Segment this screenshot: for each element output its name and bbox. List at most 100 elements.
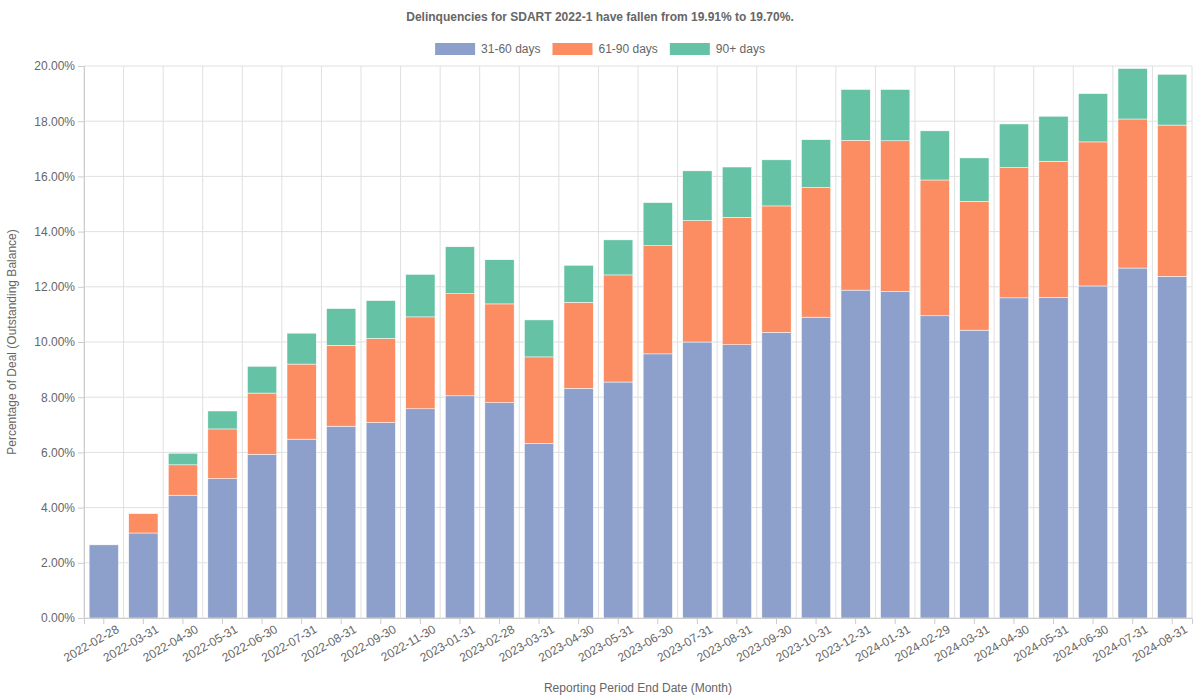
- bar-segment: [683, 221, 712, 342]
- y-tick-label: 6.00%: [41, 446, 75, 460]
- bar-segment: [1158, 74, 1187, 125]
- bar-segment: [208, 429, 237, 479]
- grid-line-vertical: [558, 66, 559, 618]
- bar-segment: [287, 439, 316, 618]
- grid-line-vertical: [915, 66, 916, 618]
- bar-segment: [920, 316, 949, 618]
- legend-label: 90+ days: [716, 42, 765, 56]
- bar-segment: [445, 247, 474, 294]
- x-tick: 2024-08-31: [1130, 618, 1190, 665]
- y-tick-label: 18.00%: [34, 115, 75, 129]
- grid-line-vertical: [954, 66, 955, 618]
- grid-line-vertical: [994, 66, 995, 618]
- y-tick-label: 10.00%: [34, 335, 75, 349]
- bar-segment: [841, 140, 870, 290]
- bar-segment: [722, 345, 751, 618]
- x-tick-mark: [1132, 618, 1133, 624]
- grid-line-vertical: [1112, 66, 1113, 618]
- y-tick: 6.00%: [41, 446, 84, 460]
- y-tick: 18.00%: [34, 115, 84, 129]
- bar-segment: [1039, 297, 1068, 618]
- x-tick-mark: [776, 618, 777, 624]
- legend-item: 90+ days: [670, 42, 765, 56]
- grid-line-vertical: [281, 66, 282, 618]
- bar-segment: [247, 366, 276, 393]
- bar-segment: [801, 140, 830, 188]
- bar-segment: [881, 291, 910, 618]
- bar-segment: [762, 332, 791, 618]
- bar-segment: [524, 320, 553, 357]
- x-tick-mark: [1172, 618, 1173, 624]
- y-tick-mark: [78, 342, 84, 343]
- x-tick-mark: [657, 618, 658, 624]
- bar-segment: [801, 187, 830, 317]
- bar-segment: [920, 180, 949, 316]
- y-axis-title: Percentage of Deal (Outstanding Balance): [5, 229, 19, 454]
- legend-label: 31-60 days: [481, 42, 540, 56]
- x-tick-mark: [855, 618, 856, 624]
- bar-segment: [960, 158, 989, 201]
- bar-segment: [762, 160, 791, 206]
- y-tick: 10.00%: [34, 335, 84, 349]
- bar-segment: [999, 168, 1028, 298]
- x-tick-mark: [341, 618, 342, 624]
- title: Delinquencies for SDART 2022-1 have fall…: [406, 10, 793, 24]
- x-tick-mark: [499, 618, 500, 624]
- bar-segment: [604, 382, 633, 618]
- y-tick: 8.00%: [41, 391, 84, 405]
- bar-segment: [1118, 68, 1147, 119]
- x-tick-mark: [262, 618, 263, 624]
- bar-segment: [604, 240, 633, 275]
- grid-line-vertical: [1192, 66, 1193, 618]
- y-tick-label: 16.00%: [34, 170, 75, 184]
- y-tick-mark: [78, 563, 84, 564]
- bar-segment: [366, 338, 395, 422]
- y-tick-mark: [78, 176, 84, 177]
- x-tick-mark: [736, 618, 737, 624]
- grid-line-vertical: [875, 66, 876, 618]
- bar-segment: [564, 265, 593, 302]
- bar-segment: [129, 533, 158, 618]
- bar-segment: [960, 201, 989, 330]
- legend-swatch: [670, 43, 710, 55]
- bar-segment: [1039, 116, 1068, 161]
- bar-segment: [881, 141, 910, 292]
- grid-line-vertical: [479, 66, 480, 618]
- y-tick-mark: [78, 618, 84, 619]
- grid-line-vertical: [598, 66, 599, 618]
- x-tick-mark: [618, 618, 619, 624]
- bar-segment: [564, 388, 593, 618]
- series-bars: [168, 68, 1187, 464]
- chart: 0.00%2.00%4.00%6.00%8.00%10.00%12.00%14.…: [0, 0, 1200, 700]
- bar-segment: [881, 89, 910, 140]
- grid-line-vertical: [400, 66, 401, 618]
- bar-segment: [168, 465, 197, 495]
- x-tick-mark: [1053, 618, 1054, 624]
- bar-segment: [1158, 125, 1187, 276]
- bar-segment: [960, 330, 989, 618]
- bar-segment: [762, 206, 791, 332]
- y-tick-mark: [78, 397, 84, 398]
- bar-segment: [999, 124, 1028, 168]
- bar-segment: [445, 294, 474, 396]
- bars: [89, 68, 1187, 618]
- y-tick: 20.00%: [34, 59, 84, 73]
- x-axis: 2022-02-282022-03-312022-04-302022-05-31…: [61, 618, 1192, 665]
- plot: 0.00%2.00%4.00%6.00%8.00%10.00%12.00%14.…: [34, 59, 1192, 665]
- x-tick-mark: [697, 618, 698, 624]
- grid-line-vertical: [835, 66, 836, 618]
- bar-segment: [564, 302, 593, 388]
- bar-segment: [208, 479, 237, 618]
- bar-segment: [524, 357, 553, 443]
- grid-line-vertical: [361, 66, 362, 618]
- grid-line-vertical: [242, 66, 243, 618]
- x-tick-mark: [301, 618, 302, 624]
- y-tick-label: 12.00%: [34, 280, 75, 294]
- bar-segment: [485, 260, 514, 304]
- legend-swatch: [435, 43, 475, 55]
- bar-segment: [722, 217, 751, 345]
- bar-segment: [327, 426, 356, 618]
- bar-segment: [920, 131, 949, 180]
- bar-segment: [643, 354, 672, 618]
- x-tick-mark: [934, 618, 935, 624]
